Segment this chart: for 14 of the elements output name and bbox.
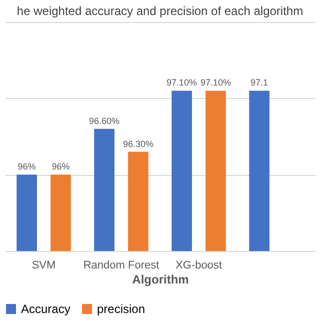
x-tick-label: Random Forest bbox=[83, 260, 160, 272]
x-tick-label: SVM bbox=[32, 260, 56, 272]
chart-title: he weighted accuracy and precision of each algorithm bbox=[16, 4, 304, 18]
data-label: 97.1 bbox=[250, 78, 268, 88]
x-tick-label: XG-boost bbox=[176, 260, 222, 272]
legend-label: precision bbox=[97, 302, 146, 316]
data-label: 97.10% bbox=[200, 78, 231, 88]
legend-label: Accuracy bbox=[21, 302, 70, 316]
data-label: 96.60% bbox=[89, 116, 120, 126]
data-label: 97.10% bbox=[166, 78, 198, 88]
data-label: 96.30% bbox=[122, 138, 154, 149]
data-label: 96% bbox=[18, 162, 36, 172]
x-axis-title: Algorithm bbox=[132, 272, 189, 286]
data-label: 96% bbox=[52, 162, 70, 172]
